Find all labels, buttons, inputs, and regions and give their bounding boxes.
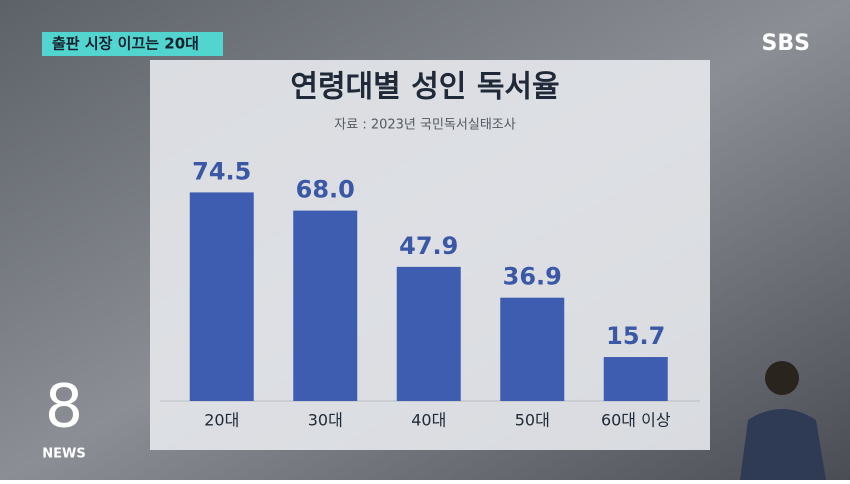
bar: [293, 210, 358, 401]
x-tick-label: 20대: [204, 411, 239, 430]
logo-number: 8: [45, 372, 83, 442]
broadcaster-logo: SBS: [762, 31, 810, 56]
logo-label: NEWS: [42, 447, 85, 462]
value-label: 36.9: [503, 263, 562, 291]
value-label: 68.0: [296, 176, 355, 204]
x-tick-label: 40대: [411, 411, 446, 430]
x-tick-label: 30대: [308, 411, 343, 430]
interpreter-body: [740, 409, 826, 480]
bar: [396, 266, 461, 401]
interpreter: [740, 361, 826, 480]
bar: [189, 192, 254, 401]
caption: 출판 시장 이끄는 20대: [52, 35, 199, 53]
interpreter-head: [765, 361, 799, 395]
x-tick-label: 50대: [515, 411, 550, 430]
bar: [603, 357, 668, 401]
chart-subtitle: 자료 : 2023년 국민독서실태조사: [334, 118, 515, 133]
caption-box: [42, 32, 223, 56]
chart-title: 연령대별 성인 독서율: [290, 70, 559, 105]
bar: [500, 297, 565, 401]
x-tick-label: 60대 이상: [601, 411, 671, 430]
value-label: 47.9: [399, 232, 458, 260]
value-label: 74.5: [192, 157, 251, 185]
value-label: 15.7: [606, 322, 665, 350]
